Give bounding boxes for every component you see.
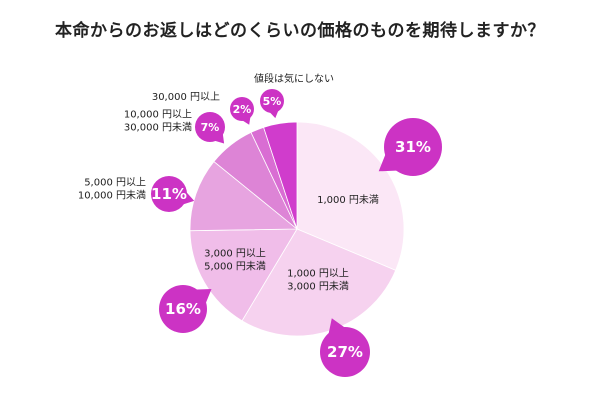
percent-label: 5% [263, 95, 282, 108]
chart-title: 本命からのお返しはどのくらいの価格のものを期待しますか？ [55, 21, 545, 41]
slice-label: 1,000 円以上 3,000 円未満 [287, 268, 349, 293]
percent-label: 31% [395, 138, 431, 156]
slice-label: 30,000 円以上 [152, 91, 220, 103]
percent-label: 11% [151, 185, 187, 203]
percent-bubble: 7% [195, 112, 225, 144]
slice-label: 値段は気にしない [254, 72, 334, 85]
percent-bubble: 11% [151, 176, 195, 212]
percent-bubble: 16% [159, 285, 212, 333]
slice-label: 10,000 円以上 30,000 円未満 [124, 109, 192, 134]
slice-label: 3,000 円以上 5,000 円未満 [204, 248, 266, 273]
percent-label: 16% [165, 300, 201, 318]
percent-bubble: 31% [378, 118, 442, 176]
pie-slice [263, 121, 298, 230]
slice-label: 5,000 円以上 10,000 円未満 [78, 177, 146, 202]
percent-label: 7% [201, 121, 220, 134]
percent-bubble: 27% [320, 318, 370, 377]
percent-label: 27% [327, 343, 363, 361]
percent-bubble: 2% [230, 97, 254, 125]
pie-slice [189, 228, 298, 322]
percent-bubble: 5% [260, 89, 284, 119]
percent-label: 2% [233, 103, 252, 116]
pie-slice [189, 160, 299, 232]
slice-label: 1,000 円未満 [317, 194, 379, 206]
